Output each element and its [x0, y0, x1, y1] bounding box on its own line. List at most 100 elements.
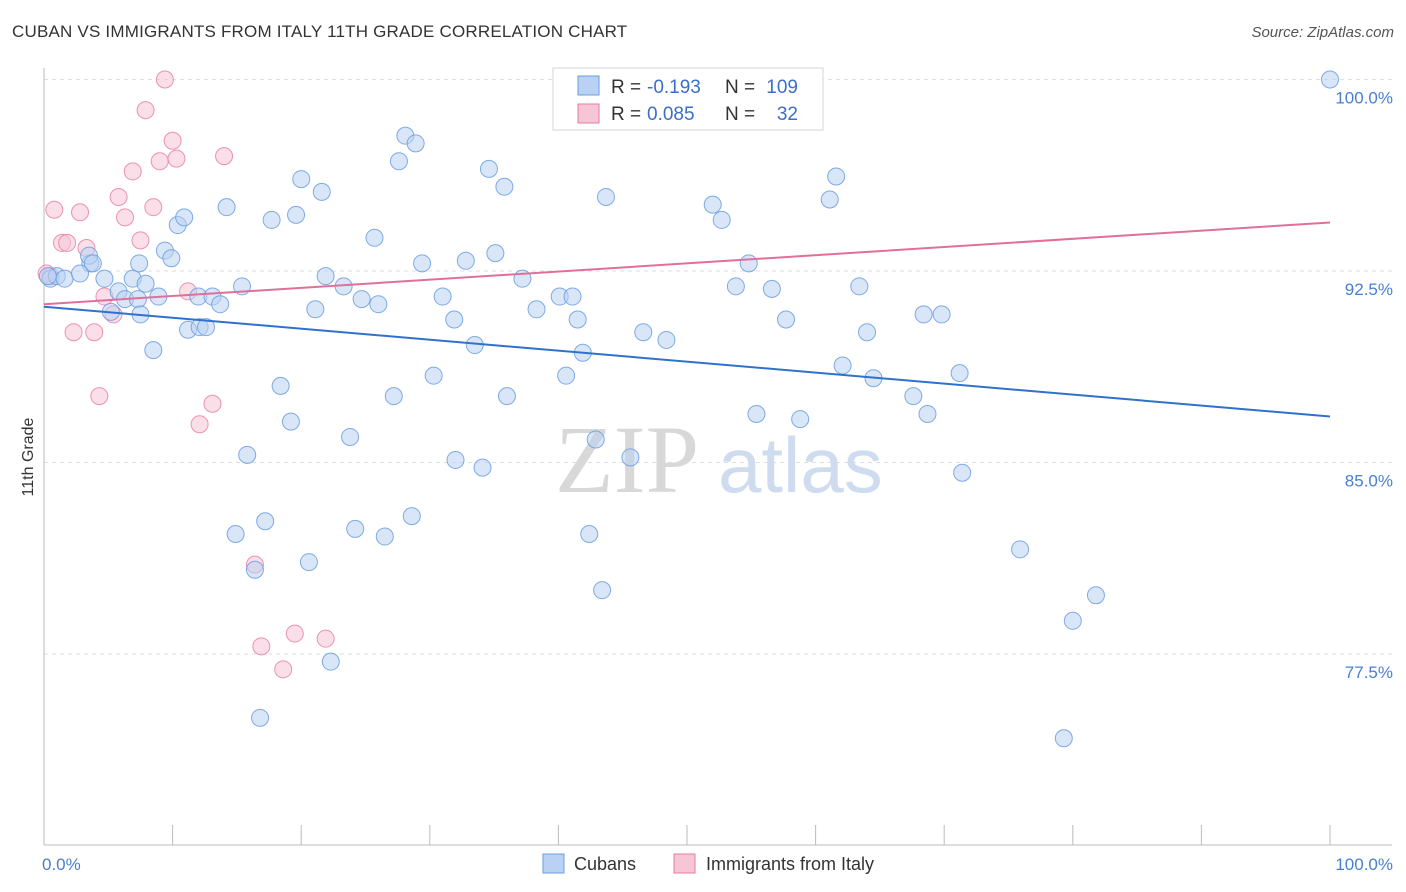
italy-point-20 [167, 149, 186, 168]
cubans-point-73 [568, 310, 587, 329]
cubans-point-31 [245, 560, 264, 579]
cubans-point-96 [904, 387, 923, 406]
cubans-point-75 [580, 524, 599, 543]
cubans-point-107 [38, 267, 57, 286]
cubans-point-98 [918, 404, 937, 423]
bottom-legend: Cubans Immigrants from Italy [542, 853, 874, 874]
cubans-point-15 [144, 341, 163, 360]
cubans-point-78 [596, 187, 615, 206]
cubans-point-43 [321, 652, 340, 671]
bottom-legend-label-italy: Immigrants from Italy [706, 854, 874, 874]
cubans-point-94 [858, 323, 877, 342]
cubans-point-86 [747, 404, 766, 423]
legend-n-value-italy: 32 [777, 104, 798, 125]
cubans-point-89 [791, 410, 810, 429]
cubans-point-41 [312, 182, 331, 201]
italy-point-1 [45, 200, 64, 219]
axes [43, 68, 1392, 846]
legend-r-value-italy: 0.085 [647, 104, 695, 125]
cubans-point-83 [712, 210, 731, 229]
cubans-point-82 [703, 195, 722, 214]
cubans-point-92 [833, 356, 852, 375]
bottom-legend-swatch-italy [673, 853, 696, 874]
italy-point-11 [109, 187, 128, 206]
cubans-point-52 [389, 152, 408, 171]
italy-point-12 [116, 208, 135, 227]
watermark-atlas: atlas [718, 421, 883, 509]
cubans-point-66 [495, 177, 514, 196]
x-tick-label-0: 0.0% [42, 855, 81, 874]
cubans-point-35 [271, 376, 290, 395]
cubans-point-20 [175, 208, 194, 227]
legend: R = -0.193 N = 109 R = 0.085 N = 32 [552, 67, 824, 131]
cubans-point-27 [217, 198, 236, 217]
cubans-point-103 [1054, 729, 1073, 748]
cubans-point-26 [211, 295, 230, 314]
cubans-point-47 [352, 290, 371, 309]
legend-swatch-italy [577, 103, 600, 124]
y-tick-label-0: 100.0% [1335, 89, 1393, 108]
cubans-point-24 [197, 318, 216, 337]
italy-point-5 [71, 203, 90, 222]
italy-point-13 [123, 162, 142, 181]
cubans-point-48 [365, 228, 384, 247]
cubans-point-64 [479, 159, 498, 178]
italy-point-29 [316, 629, 335, 648]
italy-point-16 [144, 198, 163, 217]
cubans-point-36 [281, 412, 300, 431]
cubans-point-49 [369, 295, 388, 314]
cubans-point-71 [557, 366, 576, 385]
cubans-point-18 [162, 249, 181, 268]
cubans-point-105 [1086, 586, 1105, 605]
italy-point-7 [85, 323, 104, 342]
cubans-point-69 [527, 300, 546, 319]
cubans-point-38 [292, 170, 311, 189]
cubans-point-46 [346, 519, 365, 538]
italy-point-27 [274, 660, 293, 679]
cubans-point-32 [251, 708, 270, 727]
cubans-point-28 [226, 524, 245, 543]
cubans-point-72 [563, 287, 582, 306]
cubans-point-39 [299, 553, 318, 572]
y-axis-label: 11th Grade [20, 417, 37, 496]
trendline-cubans [43, 305, 1331, 418]
cubans-point-61 [456, 251, 475, 270]
y-tick-labels: 100.0% 92.5% 85.0% 77.5% [1335, 89, 1393, 683]
italy-point-26 [252, 637, 271, 656]
legend-n-value-cubans: 109 [766, 77, 798, 98]
cubans-point-13 [130, 254, 149, 273]
cubans-point-58 [433, 287, 452, 306]
cubans-point-40 [306, 300, 325, 319]
cubans-point-99 [932, 305, 951, 324]
cubans-point-106 [1321, 70, 1339, 89]
series-italy-points [37, 70, 619, 679]
legend-swatch-cubans [577, 75, 600, 96]
x-tick-label-1: 100.0% [1335, 855, 1393, 874]
bottom-legend-swatch-cubans [542, 853, 565, 874]
cubans-point-14 [136, 274, 155, 293]
cubans-point-100 [950, 364, 969, 383]
cubans-point-2 [55, 269, 74, 288]
cubans-point-55 [406, 134, 425, 153]
y-tick-label-2: 85.0% [1345, 472, 1393, 491]
cubans-point-80 [634, 323, 653, 342]
italy-point-15 [136, 101, 155, 120]
italy-point-3 [58, 233, 77, 252]
cubans-point-90 [820, 190, 839, 209]
legend-n-label-cubans: N = [725, 77, 755, 98]
cubans-point-54 [402, 507, 421, 526]
italy-point-28 [285, 624, 304, 643]
cubans-point-56 [413, 254, 432, 273]
cubans-point-37 [287, 205, 306, 224]
bottom-legend-label-cubans: Cubans [574, 854, 636, 874]
legend-r-label-cubans: R = [611, 77, 641, 98]
watermark: ZIP atlas [555, 406, 883, 513]
cubans-point-65 [486, 244, 505, 263]
cubans-point-42 [316, 267, 335, 286]
x-tick-labels: 0.0% 100.0% [42, 855, 1393, 874]
cubans-point-88 [777, 310, 796, 329]
cubans-point-63 [473, 458, 492, 477]
cubans-point-101 [953, 463, 972, 482]
italy-point-24 [215, 147, 234, 166]
